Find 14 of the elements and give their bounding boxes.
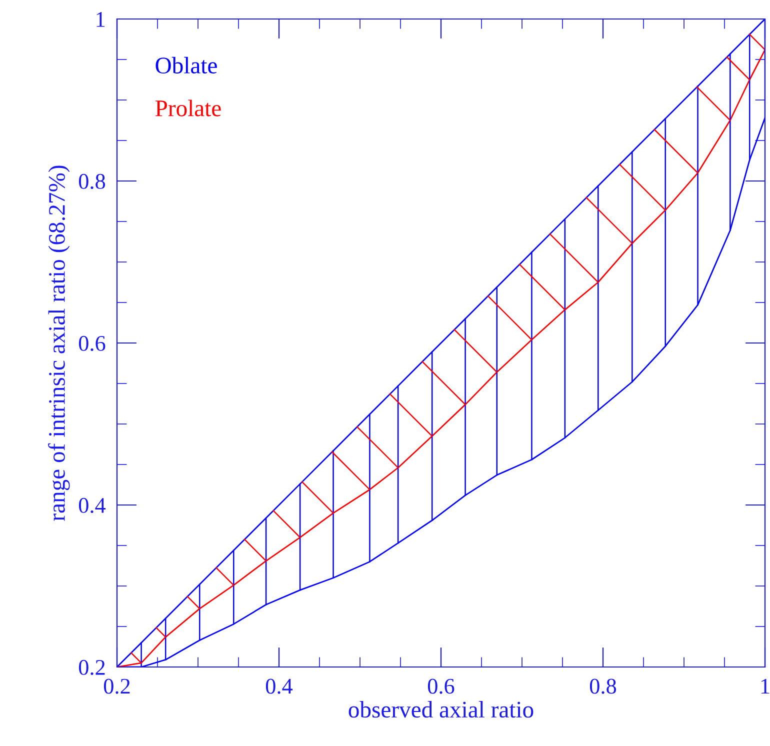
y-tick-label: 0.8 [78,174,106,190]
x-tick-label: 0.2 [104,678,130,694]
text: Oblate [156,56,217,74]
y-tick-label: 0.2 [78,660,105,676]
text: Prolate [155,100,221,116]
x-tick-label: 0.6 [428,678,454,694]
x-tick-label: 0.8 [590,678,616,694]
y-axis-title: range of intrinsic axial ratio (68.27%) [48,166,70,521]
y-tick-label: 0.6 [78,336,106,352]
y-tick-label: 0.4 [78,498,106,514]
x-tick-label: 1 [761,678,770,694]
x-axis-title: observed axial ratio [348,701,534,718]
x-tick-label: 0.4 [266,678,293,694]
y-tick-label: 1 [96,12,105,27]
